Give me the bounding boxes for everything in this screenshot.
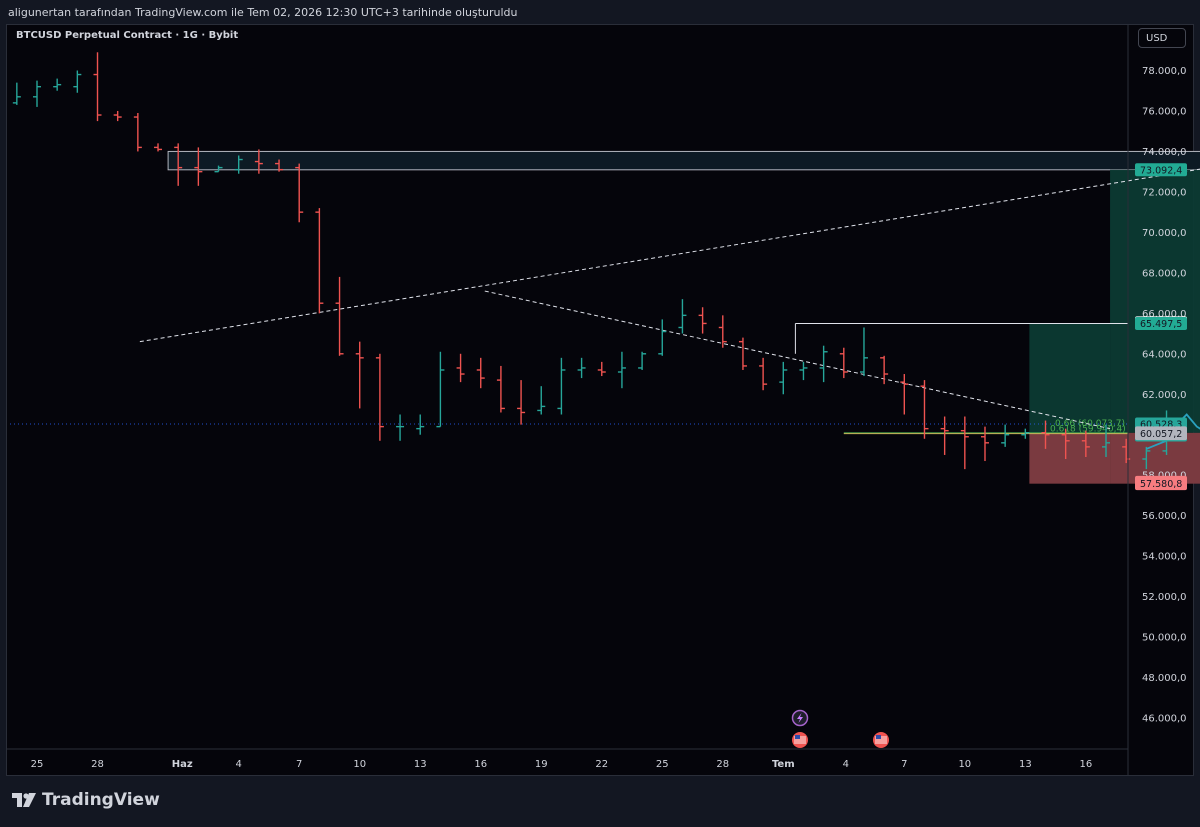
price-label-text: 60.057,2 (1140, 429, 1182, 440)
x-tick-label: Haz (172, 759, 193, 770)
y-tick-label: 68.000,0 (1142, 268, 1187, 279)
brand-text: TradingView (42, 790, 160, 810)
x-tick-label: 7 (901, 759, 907, 770)
x-tick-label: 16 (474, 759, 487, 770)
x-tick-label: 10 (958, 759, 971, 770)
x-tick-label: 13 (414, 759, 427, 770)
y-tick-label: 76.000,0 (1142, 106, 1187, 117)
y-tick-label: 78.000,0 (1142, 66, 1187, 77)
y-tick-label: 52.000,0 (1142, 592, 1187, 603)
us-flag-icon[interactable] (792, 732, 808, 748)
price-label-box (1135, 163, 1187, 177)
y-tick-label: 74.000,0 (1142, 147, 1187, 158)
x-tick-label: 4 (843, 759, 849, 770)
flag-canton (876, 735, 881, 739)
y-tick-label: 54.000,0 (1142, 552, 1187, 563)
bottom-bar (0, 777, 1200, 827)
y-tick-label: 48.000,0 (1142, 673, 1187, 684)
brand: TradingView (12, 790, 160, 810)
price-label-text: 65.497,5 (1140, 319, 1182, 330)
currency-button[interactable]: USD (1138, 28, 1186, 48)
profit-zone-box[interactable] (1110, 169, 1200, 433)
fib-label-0618: 0.618 (59.940,4) (1050, 425, 1126, 435)
price-label-box (1135, 316, 1187, 330)
x-tick-label: 19 (535, 759, 548, 770)
y-tick-label: 64.000,0 (1142, 349, 1187, 360)
supply-zone[interactable] (167, 150, 1200, 171)
x-tick-label: Tem (772, 759, 795, 770)
y-tick-label: 66.000,0 (1142, 309, 1187, 320)
y-tick-label: 46.000,0 (1142, 714, 1187, 725)
tradingview-logo-icon (12, 793, 36, 807)
x-tick-label: 28 (91, 759, 104, 770)
symbol-title: BTCUSD Perpetual Contract · 1G · Bybit (16, 30, 239, 41)
x-tick-label: 10 (353, 759, 366, 770)
chart-frame[interactable] (6, 24, 1194, 776)
attribution-text: aligunertan tarafından TradingView.com i… (8, 6, 518, 19)
y-tick-label: 72.000,0 (1142, 187, 1187, 198)
top-bar: aligunertan tarafından TradingView.com i… (0, 0, 1200, 24)
loss-zone-box-small[interactable] (1029, 432, 1111, 484)
flag-canton (795, 735, 800, 739)
x-tick-label: 25 (31, 759, 44, 770)
price-label-box (1135, 477, 1187, 491)
x-tick-label: 25 (656, 759, 669, 770)
us-flag-icon[interactable] (873, 732, 889, 748)
price-label-text: 60.528,3 (1140, 420, 1182, 431)
x-tick-label: 16 (1079, 759, 1092, 770)
y-tick-label: 50.000,0 (1142, 633, 1187, 644)
x-tick-label: 28 (716, 759, 729, 770)
x-tick-label: 7 (296, 759, 302, 770)
x-tick-label: 13 (1019, 759, 1032, 770)
price-label-text: 57.580,8 (1140, 479, 1182, 490)
profit-zone-box-small[interactable] (1029, 323, 1111, 433)
y-tick-label: 56.000,0 (1142, 511, 1187, 522)
price-label-box (1135, 427, 1187, 441)
x-tick-label: 4 (236, 759, 242, 770)
trendline-rising[interactable] (139, 158, 1200, 343)
y-tick-label: 70.000,0 (1142, 228, 1187, 239)
y-tick-label: 62.000,0 (1142, 390, 1187, 401)
x-tick-label: 22 (595, 759, 608, 770)
trendline-falling[interactable] (484, 290, 1111, 430)
price-label-text: 73.092,4 (1140, 165, 1182, 176)
lightning-glyph (797, 713, 803, 723)
